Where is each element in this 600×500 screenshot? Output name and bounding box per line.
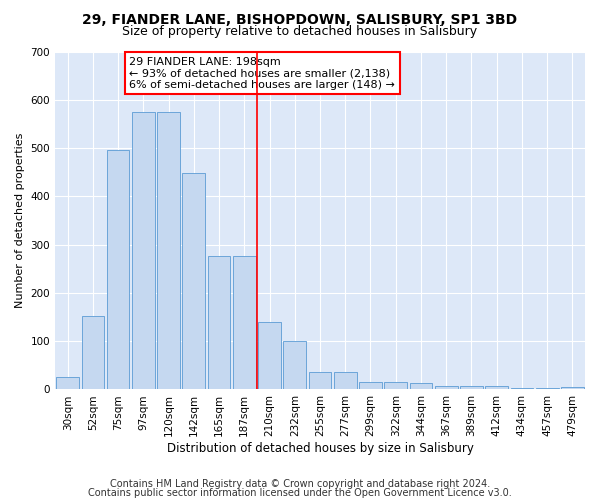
Text: Size of property relative to detached houses in Salisbury: Size of property relative to detached ho…: [122, 25, 478, 38]
Bar: [283, 341, 306, 390]
Bar: [82, 316, 104, 390]
Bar: [460, 386, 483, 390]
Bar: [208, 256, 230, 390]
Bar: [385, 382, 407, 390]
Bar: [536, 388, 559, 390]
Text: Contains public sector information licensed under the Open Government Licence v3: Contains public sector information licen…: [88, 488, 512, 498]
Bar: [435, 386, 458, 390]
Bar: [308, 372, 331, 390]
Bar: [56, 378, 79, 390]
Bar: [107, 150, 130, 390]
Bar: [182, 173, 205, 390]
Bar: [511, 388, 533, 390]
Bar: [157, 112, 180, 390]
Bar: [485, 386, 508, 390]
Y-axis label: Number of detached properties: Number of detached properties: [15, 133, 25, 308]
X-axis label: Distribution of detached houses by size in Salisbury: Distribution of detached houses by size …: [167, 442, 473, 455]
Text: 29, FIANDER LANE, BISHOPDOWN, SALISBURY, SP1 3BD: 29, FIANDER LANE, BISHOPDOWN, SALISBURY,…: [82, 12, 518, 26]
Bar: [410, 383, 433, 390]
Bar: [233, 256, 256, 390]
Text: 29 FIANDER LANE: 198sqm
← 93% of detached houses are smaller (2,138)
6% of semi-: 29 FIANDER LANE: 198sqm ← 93% of detache…: [129, 56, 395, 90]
Bar: [132, 112, 155, 390]
Bar: [359, 382, 382, 390]
Bar: [561, 387, 584, 390]
Bar: [258, 322, 281, 390]
Bar: [334, 372, 356, 390]
Text: Contains HM Land Registry data © Crown copyright and database right 2024.: Contains HM Land Registry data © Crown c…: [110, 479, 490, 489]
